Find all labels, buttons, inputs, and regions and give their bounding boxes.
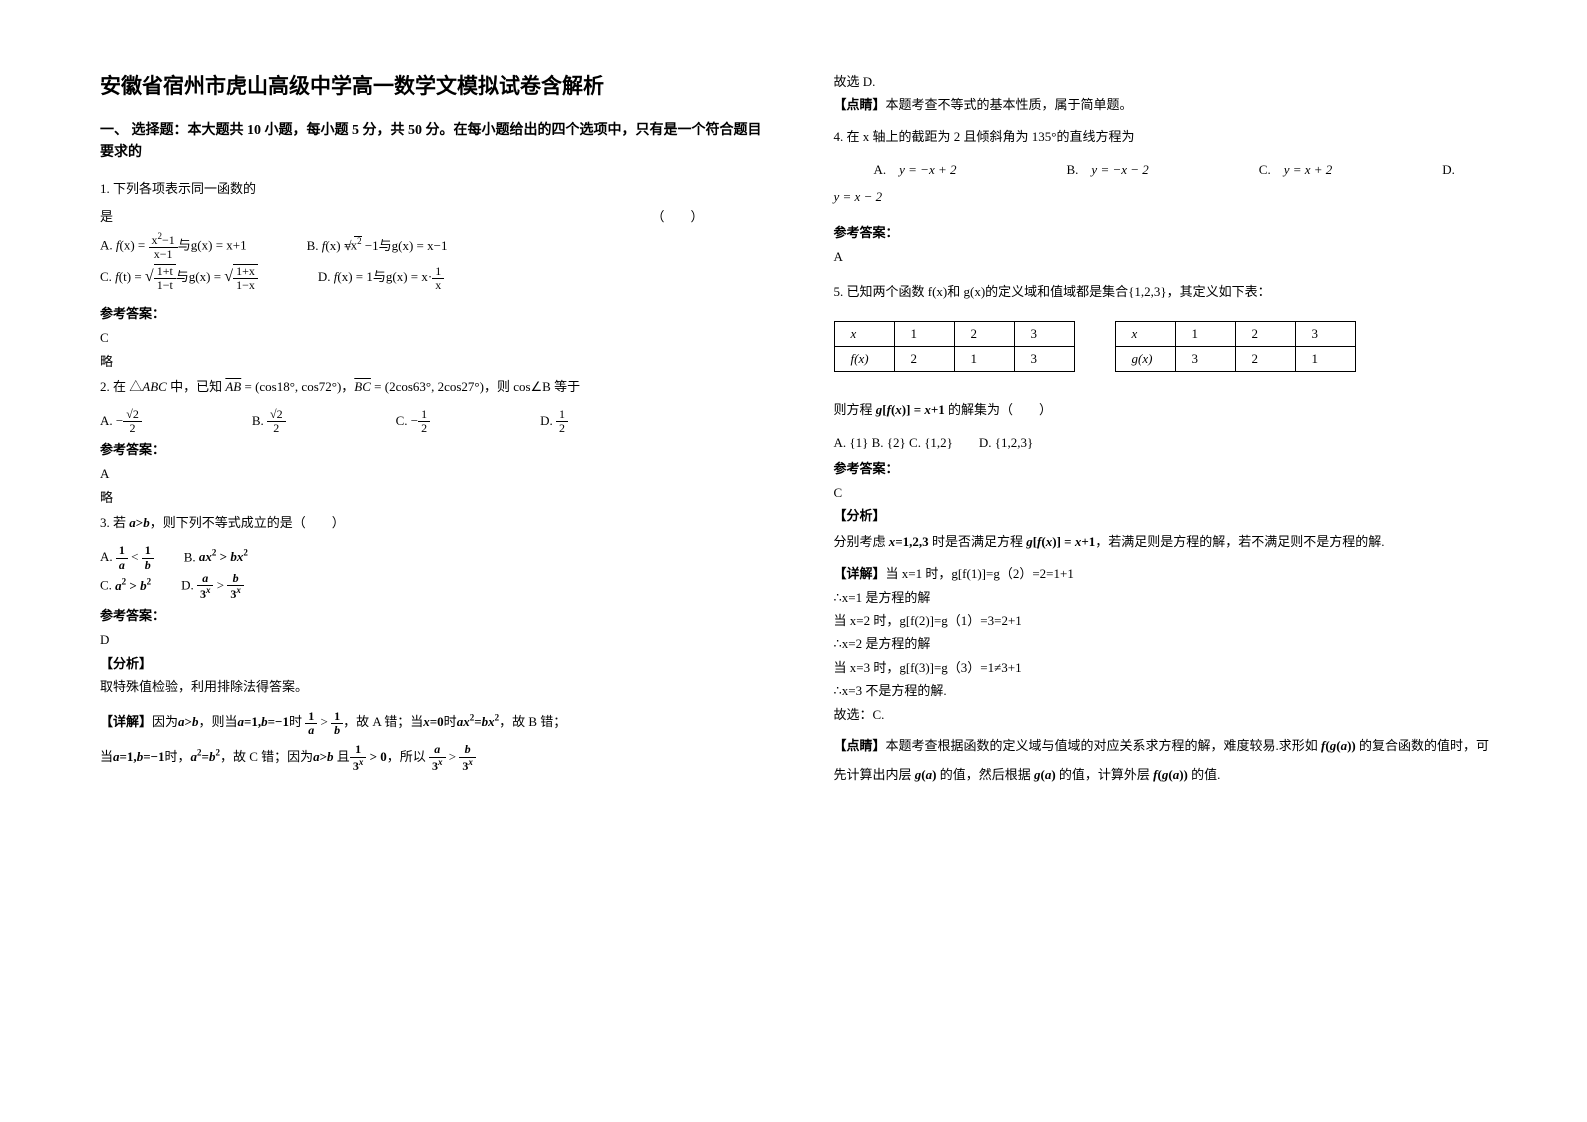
q4-opt-c: C. y = x + 2 bbox=[1259, 157, 1333, 183]
q5-analysis-label: 【分析】 bbox=[834, 504, 1498, 527]
q1: 1. 下列各项表示同一函数的 是 （ ） A. f(x) = x2−1x−1与g… bbox=[100, 175, 764, 294]
q1-paren: （ ） bbox=[651, 203, 703, 232]
q1-stem2: 是 bbox=[100, 203, 113, 232]
q4-answer: A bbox=[834, 245, 1498, 268]
q1-opts-row1: A. f(x) = x2−1x−1与g(x) = x+1 B. f(x) = x… bbox=[100, 232, 764, 261]
q3-opt-a: A. 1a < 1b bbox=[100, 544, 154, 572]
q1-opt-d: D. f(x) = 1与g(x) = x·1x bbox=[318, 264, 444, 292]
q4-answer-label: 参考答案： bbox=[834, 222, 1498, 241]
q4-opt-b: B. y = −x − 2 bbox=[1067, 157, 1149, 183]
q1-answer: C bbox=[100, 326, 764, 349]
q3-opt-c: C. a2 > b2 bbox=[100, 572, 151, 598]
q5-d3: 当 x=2 时，g[f(2)]=g（1）=3=2+1 bbox=[834, 609, 1498, 632]
q1-opt-c: C. f(t) = √1+t1−t与g(x) = √1+x1−x bbox=[100, 261, 258, 293]
q1-answer2: 略 bbox=[100, 350, 764, 373]
q3-detail: 【详解】因为a>b，则当a=1,b=−1时 1a > 1b，故 A 错；当x=0… bbox=[100, 708, 764, 737]
left-column: 安徽省宿州市虎山高级中学高一数学文模拟试卷含解析 一、 选择题：本大题共 10 … bbox=[100, 70, 764, 1092]
q5-d4: ∴x=2 是方程的解 bbox=[834, 632, 1498, 655]
q2: 2. 在 △ABC 中，已知 AB = (cos18°, cos72°)，BC … bbox=[100, 373, 764, 402]
q3-opts-row1: A. 1a < 1b B. ax2 > bx2 bbox=[100, 544, 764, 572]
q5-opts: A. {1} B. {2} C. {1,2} D. {1,2,3} bbox=[834, 431, 1498, 454]
q1-stem: 1. 下列各项表示同一函数的 bbox=[100, 175, 764, 204]
q3-conclusion: 故选 D. bbox=[834, 70, 1498, 93]
q3-stem: 3. 若 a>b，则下列不等式成立的是（ ） bbox=[100, 509, 764, 538]
q5-d7: 故选：C. bbox=[834, 703, 1498, 726]
q5-table-f: x123 f(x)213 bbox=[834, 321, 1075, 372]
q5-note: 【点睛】本题考查根据函数的定义域与值域的对应关系求方程的解，难度较易.求形如 f… bbox=[834, 732, 1498, 789]
page-title: 安徽省宿州市虎山高级中学高一数学文模拟试卷含解析 bbox=[100, 70, 764, 100]
q1-opts-row2: C. f(t) = √1+t1−t与g(x) = √1+x1−x D. f(x)… bbox=[100, 261, 764, 293]
q5-d-line: 【详解】当 x=1 时，g[f(1)]=g（2）=2=1+1 bbox=[834, 562, 1498, 585]
q2-opt-b: B. √22 bbox=[252, 408, 286, 436]
q5-d6: ∴x=3 不是方程的解. bbox=[834, 679, 1498, 702]
q5-table-g: x123 g(x)321 bbox=[1115, 321, 1356, 372]
q3-answer: D bbox=[100, 628, 764, 651]
q5-tables: x123 f(x)213 x123 g(x)321 bbox=[834, 321, 1498, 372]
q5-answer: C bbox=[834, 481, 1498, 504]
right-column: 故选 D. 【点睛】本题考查不等式的基本性质，属于简单题。 4. 在 x 轴上的… bbox=[834, 70, 1498, 1092]
q5-analysis: 分别考虑 x=1,2,3 时是否满足方程 g[f(x)] = x+1，若满足则是… bbox=[834, 528, 1498, 557]
q5-eq: 则方程 g[f(x)] = x+1 的解集为（ ） bbox=[834, 396, 1498, 425]
q3-answer-label: 参考答案： bbox=[100, 605, 764, 624]
q5-d5: 当 x=3 时，g[f(3)]=g（3）=1≠3+1 bbox=[834, 656, 1498, 679]
q4-stem: 4. 在 x 轴上的截距为 2 且倾斜角为 135°的直线方程为 bbox=[834, 123, 1498, 152]
q3-note: 【点睛】本题考查不等式的基本性质，属于简单题。 bbox=[834, 93, 1498, 116]
q3-analysis-text: 取特殊值检验，利用排除法得答案。 bbox=[100, 675, 764, 698]
q4-opt-a: A. y = −x + 2 bbox=[874, 157, 957, 183]
q3-opts-row2: C. a2 > b2 D. a3x > b3x bbox=[100, 572, 764, 601]
q3-opt-b: B. ax2 > bx2 bbox=[184, 544, 248, 570]
q4-opt-d: y = x − 2 bbox=[834, 183, 1498, 212]
q2-answer: A bbox=[100, 462, 764, 485]
q1-opt-b: B. f(x) = x2 −1与g(x) = x−1 bbox=[307, 233, 448, 259]
q5-answer-label: 参考答案： bbox=[834, 458, 1498, 477]
q5-d2: ∴x=1 是方程的解 bbox=[834, 586, 1498, 609]
q2-answer-label: 参考答案： bbox=[100, 439, 764, 458]
q2-answer2: 略 bbox=[100, 486, 764, 509]
q2-opt-a: A. −√22 bbox=[100, 408, 142, 436]
q3-analysis-label: 【分析】 bbox=[100, 652, 764, 675]
q3-opt-d: D. a3x > b3x bbox=[181, 572, 244, 601]
q2-opt-d: D. 12 bbox=[540, 408, 568, 436]
section-one-title: 一、 选择题：本大题共 10 小题，每小题 5 分，共 50 分。在每小题给出的… bbox=[100, 120, 764, 165]
q3-detail2: 当a=1,b=−1时，a2=b2，故 C 错；因为a>b 且13x > 0，所以… bbox=[100, 743, 764, 773]
q2-opt-c: C. −12 bbox=[396, 408, 431, 436]
q4-opt-d-label: D. bbox=[1442, 157, 1455, 183]
q4-opts: A. y = −x + 2 B. y = −x − 2 C. y = x + 2… bbox=[834, 157, 1498, 183]
q2-opts: A. −√22 B. √22 C. −12 D. 12 bbox=[100, 408, 764, 436]
q5-stem: 5. 已知两个函数 f(x)和 g(x)的定义域和值域都是集合{1,2,3}，其… bbox=[834, 278, 1498, 307]
q1-opt-a: A. f(x) = x2−1x−1与g(x) = x+1 bbox=[100, 232, 247, 261]
q1-answer-label: 参考答案： bbox=[100, 303, 764, 322]
